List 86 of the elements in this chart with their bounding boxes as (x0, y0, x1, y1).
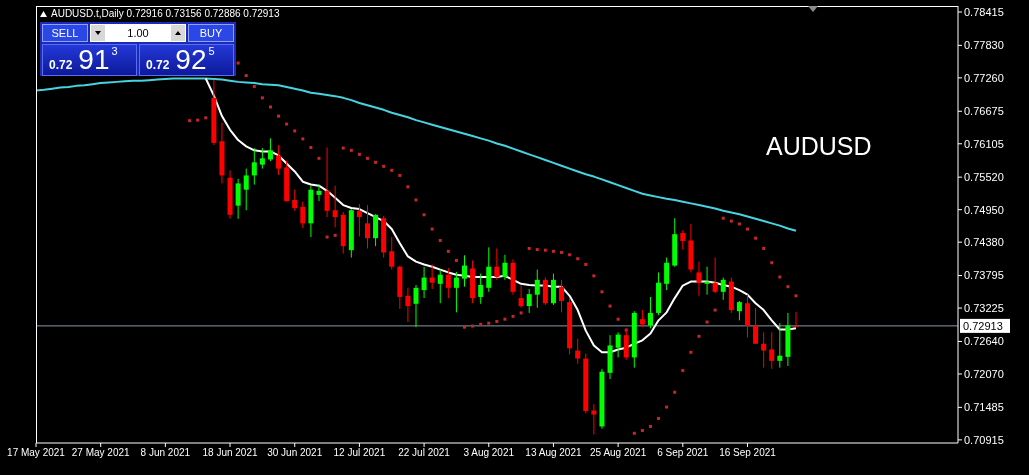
x-tick-label: 3 Aug 2021 (463, 447, 515, 459)
candlestick (534, 269, 540, 309)
candlestick (373, 213, 379, 247)
candlestick (550, 273, 556, 306)
candlestick (235, 178, 241, 220)
y-tick-label: 0.76675 (964, 105, 1004, 118)
candlestick (518, 285, 524, 309)
candlestick (356, 203, 362, 237)
x-tick-label: 25 Aug 2021 (590, 447, 647, 459)
annotation: BUY (188, 24, 234, 42)
y-tick-label: 0.73225 (964, 301, 1004, 314)
annotation: 1.00 (90, 24, 186, 42)
x-tick-label: 12 Jul 2021 (333, 447, 386, 459)
y-tick-label: 0.74950 (964, 203, 1004, 216)
x-tick-label: 6 Sep 2021 (657, 447, 709, 459)
candlestick (793, 311, 799, 328)
candlestick (292, 189, 298, 212)
candlestick (276, 144, 282, 176)
candlestick (736, 300, 742, 321)
candlestick (429, 263, 435, 290)
candlestick (478, 273, 484, 305)
x-tick-label: 8 Jun 2021 (140, 447, 191, 459)
candlestick (259, 147, 265, 170)
annotation: SELL (42, 24, 88, 42)
ref-line-label: 0.72913 (963, 319, 1003, 332)
candlestick (696, 261, 702, 297)
candlestick (389, 236, 395, 271)
candlestick (720, 277, 726, 301)
x-tick-label: 16 Sep 2021 (719, 447, 777, 459)
y-tick-label: 0.73795 (964, 269, 1004, 282)
candlestick (267, 137, 273, 162)
x-tick-label: 18 Jun 2021 (202, 447, 258, 459)
candlestick (462, 254, 468, 288)
candlestick (421, 266, 427, 299)
x-tick-label: 30 Jun 2021 (267, 447, 323, 459)
chart-title: AUDUSD.t,Daily 0.72916 0.73156 0.72886 0.72913 (51, 8, 280, 19)
candlestick (445, 267, 451, 299)
candlestick (769, 331, 775, 370)
candlestick (777, 322, 783, 369)
annotation: AUDUSD (766, 132, 872, 161)
candlestick (486, 246, 492, 293)
annotation: 0.72 (146, 58, 170, 72)
candlestick (300, 201, 306, 229)
x-tick-label: 27 May 2021 (71, 447, 131, 459)
x-tick-label: 22 Jul 2021 (398, 447, 451, 459)
candlestick (664, 257, 670, 291)
y-tick-label: 0.77830 (964, 39, 1004, 52)
candlestick (615, 331, 621, 358)
candlestick (494, 247, 500, 281)
x-tick-label: 17 May 2021 (7, 447, 66, 459)
annotation: 0.72 (49, 58, 73, 72)
candlestick (559, 279, 565, 313)
candlestick (575, 338, 581, 365)
candlestick (712, 257, 718, 294)
y-tick-label: 0.72640 (964, 335, 1004, 348)
candlestick (591, 403, 597, 435)
candlestick (413, 284, 419, 328)
candlestick (704, 266, 710, 296)
y-tick-label: 0.76105 (964, 137, 1004, 150)
candlestick (526, 288, 532, 314)
candlestick (251, 147, 257, 186)
y-tick-label: 0.70915 (964, 433, 1004, 446)
candlestick (680, 229, 686, 251)
candlestick (243, 168, 249, 211)
candlestick (502, 254, 508, 281)
y-tick-label: 0.77260 (964, 71, 1004, 84)
annotation: 92$^{5}$ (175, 44, 215, 75)
y-tick-label: 0.74380 (964, 236, 1004, 249)
candlestick (647, 296, 653, 329)
candlestick (761, 331, 767, 369)
candlestick (332, 185, 338, 228)
candlestick (316, 184, 322, 202)
candlestick (437, 269, 443, 304)
annotation: 91$^{3}$ (78, 44, 118, 75)
candlestick (453, 271, 459, 313)
y-tick-label: 0.72070 (964, 367, 1004, 380)
candlestick (405, 287, 411, 323)
x-tick-label: 13 Aug 2021 (525, 447, 582, 459)
y-tick-label: 0.75520 (964, 171, 1004, 184)
candlestick (542, 277, 548, 306)
y-tick-label: 0.71485 (964, 401, 1004, 414)
candlestick (324, 146, 330, 218)
candlestick (753, 307, 759, 345)
candlestick (364, 204, 370, 249)
candlestick (744, 294, 750, 338)
y-tick-label: 0.78415 (964, 5, 1004, 18)
